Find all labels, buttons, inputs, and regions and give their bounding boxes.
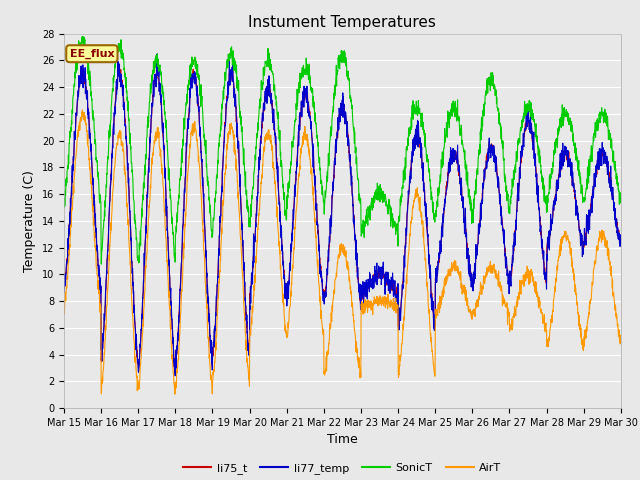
li75_t [60, 284, 68, 289]
SonicT [371, 190, 379, 195]
AirT [216, 268, 223, 274]
li75_t [114, 65, 122, 71]
SonicT [97, 261, 105, 267]
li77_temp [371, 278, 379, 284]
Text: EE_flux: EE_flux [70, 48, 114, 59]
li77_temp [216, 226, 223, 232]
SonicT [79, 34, 86, 39]
AirT [359, 311, 367, 316]
li77_temp [505, 279, 513, 285]
X-axis label: Time: Time [327, 433, 358, 446]
Y-axis label: Temperature (C): Temperature (C) [23, 170, 36, 272]
li75_t [617, 237, 625, 242]
li75_t [216, 228, 223, 233]
li77_temp [617, 238, 625, 244]
Legend: li75_t, li77_temp, SonicT, AirT: li75_t, li77_temp, SonicT, AirT [179, 458, 506, 478]
li77_temp [60, 289, 68, 295]
li77_temp [568, 173, 576, 179]
li75_t [584, 221, 591, 227]
AirT [617, 340, 625, 346]
AirT [568, 264, 576, 270]
SonicT [60, 204, 68, 210]
li75_t [172, 371, 179, 376]
li77_temp [153, 51, 161, 57]
SonicT [568, 129, 576, 135]
Title: Instument Temperatures: Instument Temperatures [248, 15, 436, 30]
Line: SonicT: SonicT [64, 36, 621, 264]
AirT [171, 391, 179, 397]
li75_t [568, 172, 576, 178]
li75_t [371, 276, 379, 281]
AirT [79, 107, 86, 113]
Line: li77_temp: li77_temp [64, 54, 621, 376]
SonicT [216, 132, 223, 138]
SonicT [584, 164, 591, 170]
AirT [60, 302, 68, 308]
li77_temp [172, 373, 179, 379]
SonicT [359, 222, 367, 228]
AirT [584, 321, 591, 326]
SonicT [617, 196, 625, 202]
li77_temp [584, 219, 591, 225]
AirT [505, 312, 513, 318]
SonicT [505, 205, 513, 211]
Line: AirT: AirT [64, 110, 621, 394]
Line: li75_t: li75_t [64, 68, 621, 373]
li75_t [505, 278, 513, 284]
li75_t [359, 291, 367, 297]
li77_temp [359, 279, 367, 285]
AirT [371, 300, 379, 306]
